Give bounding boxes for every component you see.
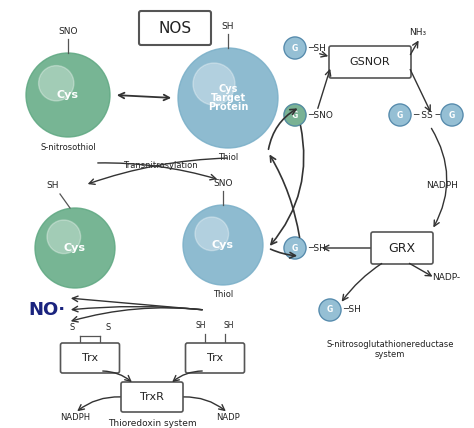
Text: ─SH: ─SH xyxy=(343,306,361,315)
Circle shape xyxy=(183,205,263,285)
Text: NADP-: NADP- xyxy=(432,273,460,282)
Text: Cys: Cys xyxy=(219,83,237,94)
Text: NH₃: NH₃ xyxy=(410,27,427,36)
Circle shape xyxy=(47,220,81,254)
Text: SNO: SNO xyxy=(213,179,233,188)
Circle shape xyxy=(195,217,228,251)
Circle shape xyxy=(38,65,74,101)
Text: Transnitrosylation: Transnitrosylation xyxy=(123,160,197,169)
Text: G: G xyxy=(292,44,298,53)
Text: Cys: Cys xyxy=(212,240,234,250)
Text: S: S xyxy=(69,323,74,332)
Text: SH: SH xyxy=(196,321,206,330)
Text: TrxR: TrxR xyxy=(140,392,164,402)
Text: SH: SH xyxy=(47,181,59,190)
Text: NADPH: NADPH xyxy=(426,181,458,190)
Text: NADP: NADP xyxy=(216,413,240,422)
Text: ─SH: ─SH xyxy=(308,244,326,253)
Text: GSNOR: GSNOR xyxy=(350,57,390,67)
Circle shape xyxy=(284,37,306,59)
Text: G: G xyxy=(397,110,403,119)
Text: Thiol: Thiol xyxy=(213,290,233,299)
Text: ─ SS ─: ─ SS ─ xyxy=(413,110,441,119)
Text: Thiol: Thiol xyxy=(218,153,238,162)
Text: G: G xyxy=(292,110,298,119)
Circle shape xyxy=(319,299,341,321)
FancyBboxPatch shape xyxy=(139,11,211,45)
Circle shape xyxy=(35,208,115,288)
Text: GRX: GRX xyxy=(388,241,416,255)
Text: Trx: Trx xyxy=(82,353,98,363)
FancyBboxPatch shape xyxy=(121,382,183,412)
Circle shape xyxy=(284,104,306,126)
FancyBboxPatch shape xyxy=(329,46,411,78)
Text: G: G xyxy=(327,306,333,315)
FancyBboxPatch shape xyxy=(61,343,119,373)
Text: Cys: Cys xyxy=(57,90,79,100)
Circle shape xyxy=(178,48,278,148)
Text: S-nitrosothiol: S-nitrosothiol xyxy=(40,143,96,152)
Text: Thioredoxin system: Thioredoxin system xyxy=(108,419,196,428)
FancyBboxPatch shape xyxy=(371,232,433,264)
Text: SH: SH xyxy=(224,321,234,330)
Text: NADPH: NADPH xyxy=(60,413,90,422)
FancyBboxPatch shape xyxy=(185,343,245,373)
Circle shape xyxy=(441,104,463,126)
Text: S: S xyxy=(105,323,110,332)
Circle shape xyxy=(26,53,110,137)
Circle shape xyxy=(389,104,411,126)
Text: NOS: NOS xyxy=(158,21,191,36)
Text: ─SNO: ─SNO xyxy=(308,110,333,119)
Text: Target: Target xyxy=(210,93,246,103)
Circle shape xyxy=(193,63,235,105)
Text: G: G xyxy=(292,244,298,253)
Text: SH: SH xyxy=(222,22,234,31)
Text: Trx: Trx xyxy=(207,353,223,363)
Circle shape xyxy=(284,237,306,259)
Text: G: G xyxy=(449,110,455,119)
Text: SNO: SNO xyxy=(58,27,78,36)
Text: ─SH: ─SH xyxy=(308,44,326,53)
Text: NO·: NO· xyxy=(28,301,65,319)
Text: S-nitrosoglutathionereductase
system: S-nitrosoglutathionereductase system xyxy=(326,340,454,360)
Text: Cys: Cys xyxy=(64,243,86,253)
Text: Protein: Protein xyxy=(208,102,248,113)
